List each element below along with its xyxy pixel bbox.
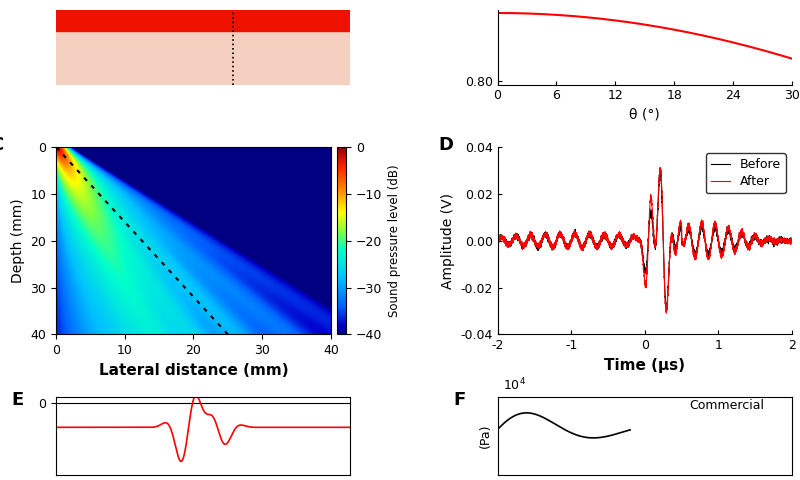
X-axis label: θ (°): θ (°)	[630, 108, 660, 122]
Bar	[56, 10, 350, 31]
Before	[655, 168, 665, 174]
Before	[633, 236, 642, 242]
After	[778, 237, 788, 242]
Before	[493, 235, 502, 241]
Text: $10^4$: $10^4$	[503, 376, 526, 393]
Before	[778, 235, 788, 241]
After	[619, 240, 629, 246]
Text: Commercial: Commercial	[689, 398, 764, 411]
Text: E: E	[12, 391, 24, 408]
Text: D: D	[438, 136, 454, 154]
After	[633, 237, 642, 243]
After	[787, 238, 797, 243]
Y-axis label: (Pa): (Pa)	[479, 424, 492, 448]
X-axis label: Time (μs): Time (μs)	[604, 358, 686, 373]
Line: After: After	[498, 168, 792, 313]
After	[707, 240, 717, 246]
Before	[662, 305, 671, 311]
Text: F: F	[454, 391, 466, 408]
Y-axis label: Sound pressure level (dB): Sound pressure level (dB)	[388, 164, 401, 317]
X-axis label: Lateral distance (mm): Lateral distance (mm)	[98, 363, 288, 378]
After	[655, 165, 665, 170]
After	[764, 237, 774, 243]
Before	[707, 239, 717, 245]
Text: C: C	[0, 136, 3, 154]
After	[662, 310, 671, 316]
After	[493, 237, 502, 243]
Before	[764, 241, 774, 247]
After	[617, 234, 626, 240]
Before	[787, 239, 797, 245]
Before	[617, 235, 626, 240]
Line: Before: Before	[498, 171, 792, 308]
Y-axis label: Depth (mm): Depth (mm)	[11, 198, 25, 283]
Y-axis label: Amplitude (V): Amplitude (V)	[441, 192, 455, 288]
Legend: Before, After: Before, After	[706, 153, 786, 193]
Before	[619, 241, 629, 247]
